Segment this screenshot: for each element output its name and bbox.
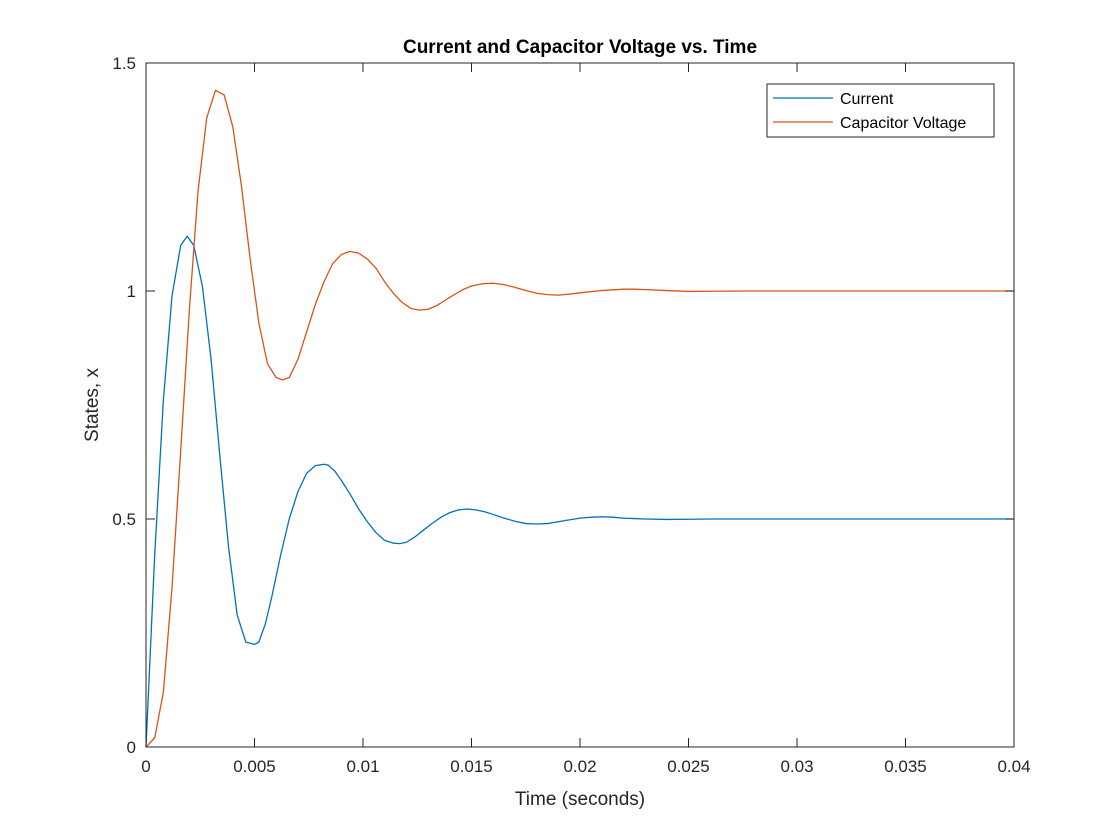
x-tick-label: 0 [141,757,150,776]
x-tick-label: 0.005 [233,757,276,776]
x-tick-label: 0.04 [997,757,1030,776]
legend: Current Capacitor Voltage [766,83,995,138]
x-tick-label: 0.025 [667,757,710,776]
series-line-current [145,235,1014,748]
series-layer [145,89,1014,748]
chart-title: Current and Capacitor Voltage vs. Time [403,37,757,58]
y-tick-label: 0.5 [112,510,136,529]
y-axis-label: States, x [82,368,103,442]
legend-label-current: Current [840,91,894,108]
x-tick-label: 0.015 [450,757,493,776]
plot-area [146,63,1014,747]
series-line-capacitor-voltage [145,89,1014,748]
y-tick-label: 1 [127,282,136,301]
legend-label-capacitor-voltage: Capacitor Voltage [840,115,966,132]
y-tick-label: 1.5 [112,54,136,73]
y-tick-label: 0 [127,738,136,757]
x-tick-label: 0.035 [884,757,927,776]
x-axis-label: Time (seconds) [515,789,645,810]
x-tick-label: 0.01 [346,757,379,776]
x-tick-label: 0.02 [563,757,596,776]
tick-layer: 0 0.005 0.01 0.015 0.02 0.025 0.03 0.035 0.04 0 0.… [112,54,1030,776]
x-tick-label: 0.03 [780,757,813,776]
legend-box [766,83,995,138]
